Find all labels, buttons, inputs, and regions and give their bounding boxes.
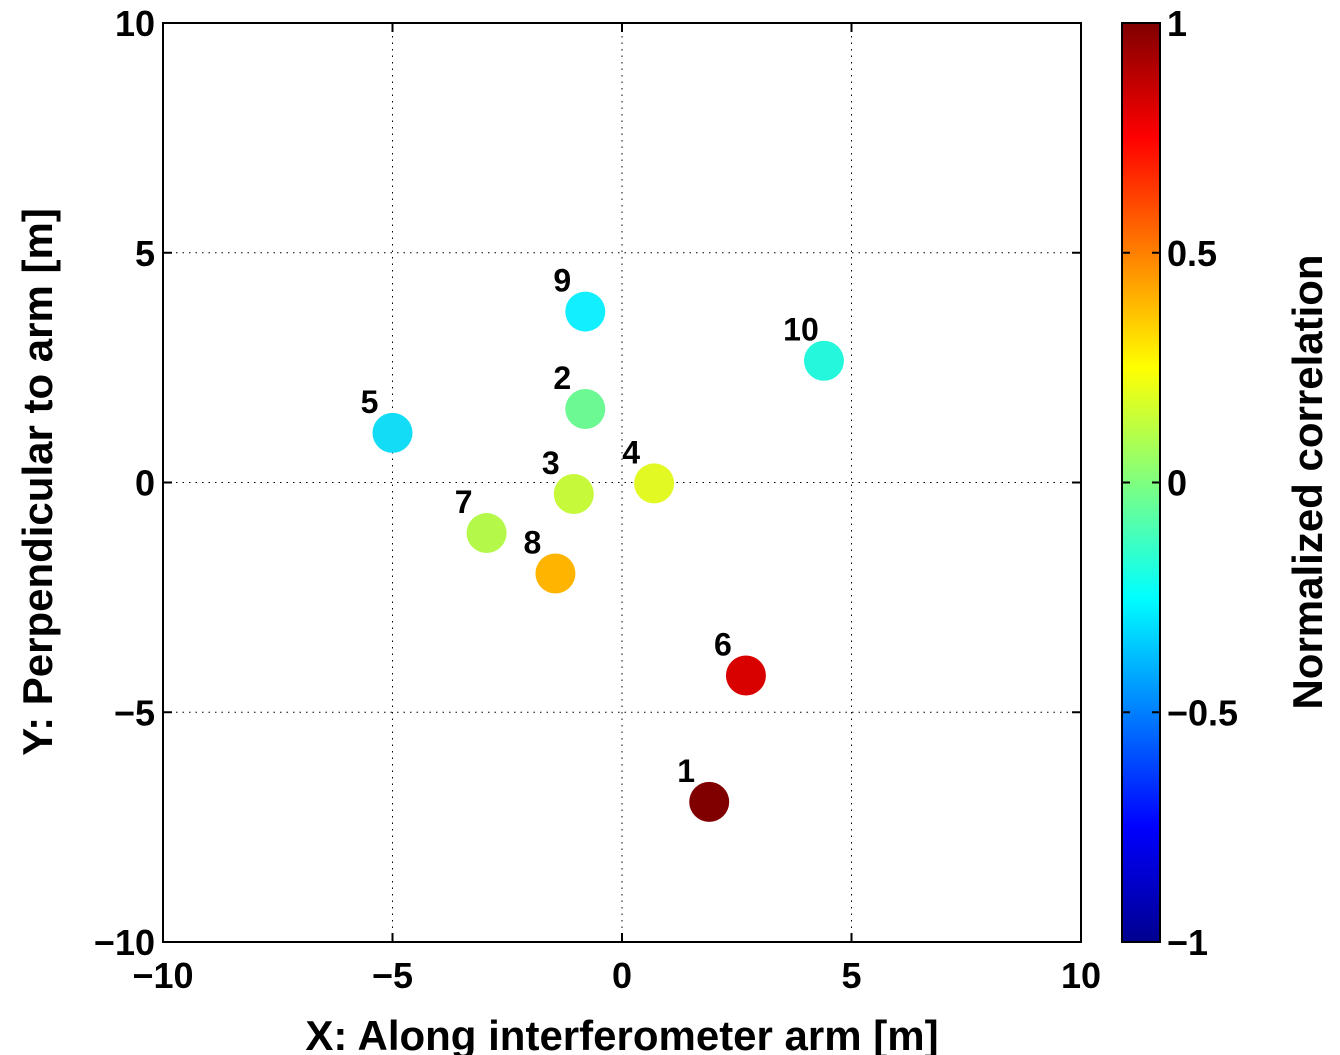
colorbar-tick-label: 1: [1167, 3, 1187, 44]
y-tick-label: −10: [94, 922, 155, 963]
data-point-label: 6: [714, 626, 732, 662]
data-point: [553, 473, 594, 514]
x-axis-label: X: Along interferometer arm [m]: [305, 1012, 938, 1055]
grid-lines: [163, 23, 1081, 942]
data-point: [565, 388, 606, 429]
data-point-label: 5: [361, 384, 379, 420]
data-point: [466, 513, 507, 554]
x-tick-label: −10: [132, 955, 193, 996]
data-points: 1 2 3 4 5 6 7 8 9 10: [361, 263, 844, 822]
data-point: [803, 340, 844, 381]
data-point: [535, 553, 576, 594]
data-point-label: 3: [542, 445, 560, 481]
data-point-label: 7: [455, 484, 473, 520]
y-tick-label: 0: [135, 463, 155, 504]
data-point: [634, 463, 675, 504]
colorbar-tick-label: −1: [1167, 922, 1208, 963]
x-tick-label: 5: [841, 955, 861, 996]
y-tick-label: 10: [115, 3, 155, 44]
data-point-label: 9: [553, 263, 571, 299]
colorbar-label: Normalized correlation: [1284, 254, 1331, 709]
colorbar-ticks: 1 0.5 0 −0.5 −1: [1122, 3, 1238, 963]
y-tick-label: −5: [114, 692, 155, 733]
x-tick-label: 10: [1061, 955, 1101, 996]
data-point-label: 8: [524, 524, 542, 560]
data-point-label: 4: [622, 434, 640, 470]
y-tick-labels: −10 −5 0 5 10: [94, 3, 155, 963]
y-axis-label: Y: Perpendicular to arm [m]: [14, 208, 61, 756]
data-point: [372, 412, 413, 453]
x-tick-label: 0: [612, 955, 632, 996]
data-point: [725, 655, 766, 696]
x-tick-labels: −10 −5 0 5 10: [132, 955, 1101, 996]
colorbar-tick-label: −0.5: [1167, 692, 1238, 733]
colorbar-tick-label: 0: [1167, 463, 1187, 504]
colorbar-tick-label: 0.5: [1167, 233, 1217, 274]
data-point-label: 1: [677, 753, 695, 789]
axis-ticks: [162, 22, 1082, 943]
data-point: [689, 781, 730, 822]
data-point-label: 2: [553, 360, 571, 396]
data-point-label: 10: [783, 312, 819, 348]
y-tick-label: 5: [135, 233, 155, 274]
data-point: [565, 291, 606, 332]
x-tick-label: −5: [372, 955, 413, 996]
